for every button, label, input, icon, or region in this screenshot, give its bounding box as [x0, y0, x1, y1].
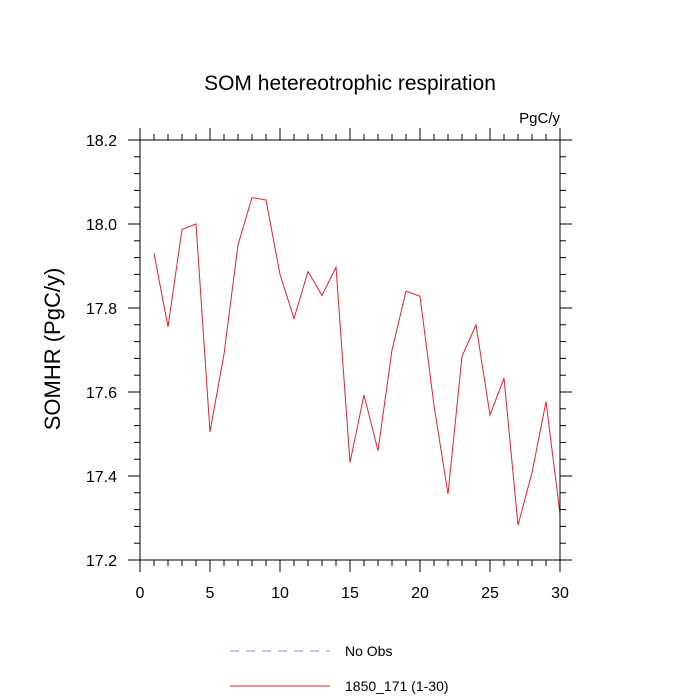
x-tick-label: 15	[341, 585, 359, 602]
units-label: PgC/y	[519, 110, 560, 127]
x-tick-label: 30	[551, 585, 569, 602]
legend: No Obs 1850_171 (1-30)	[230, 643, 449, 694]
legend-label-no-obs: No Obs	[345, 643, 392, 659]
y-tick-label: 17.2	[86, 553, 117, 570]
x-tick-label: 5	[206, 585, 215, 602]
y-tick-label: 17.6	[86, 385, 117, 402]
plot-frame	[139, 139, 561, 561]
x-tick-label: 10	[271, 585, 289, 602]
legend-label-1850-171: 1850_171 (1-30)	[345, 678, 449, 694]
chart-title: SOM hetereotrophic respiration	[204, 72, 496, 95]
series-layer	[153, 196, 561, 526]
y-tick-label: 18.0	[86, 217, 117, 234]
y-tick-label: 17.4	[86, 469, 117, 486]
y-tick-label: 18.2	[86, 133, 117, 150]
x-tick-label: 20	[411, 585, 429, 602]
y-tick-label: 17.8	[86, 301, 117, 318]
axis-ticks	[128, 128, 572, 572]
axis-tick-labels: 0 5 10 15 20 25 30 17.2 17.4 17.6 17.8 18.0 18.2	[86, 133, 569, 602]
x-tick-label: 25	[481, 585, 499, 602]
x-tick-label: 0	[136, 585, 145, 602]
series-line	[153, 196, 561, 526]
y-axis-label: SOMHR (PgC/y)	[40, 268, 65, 431]
